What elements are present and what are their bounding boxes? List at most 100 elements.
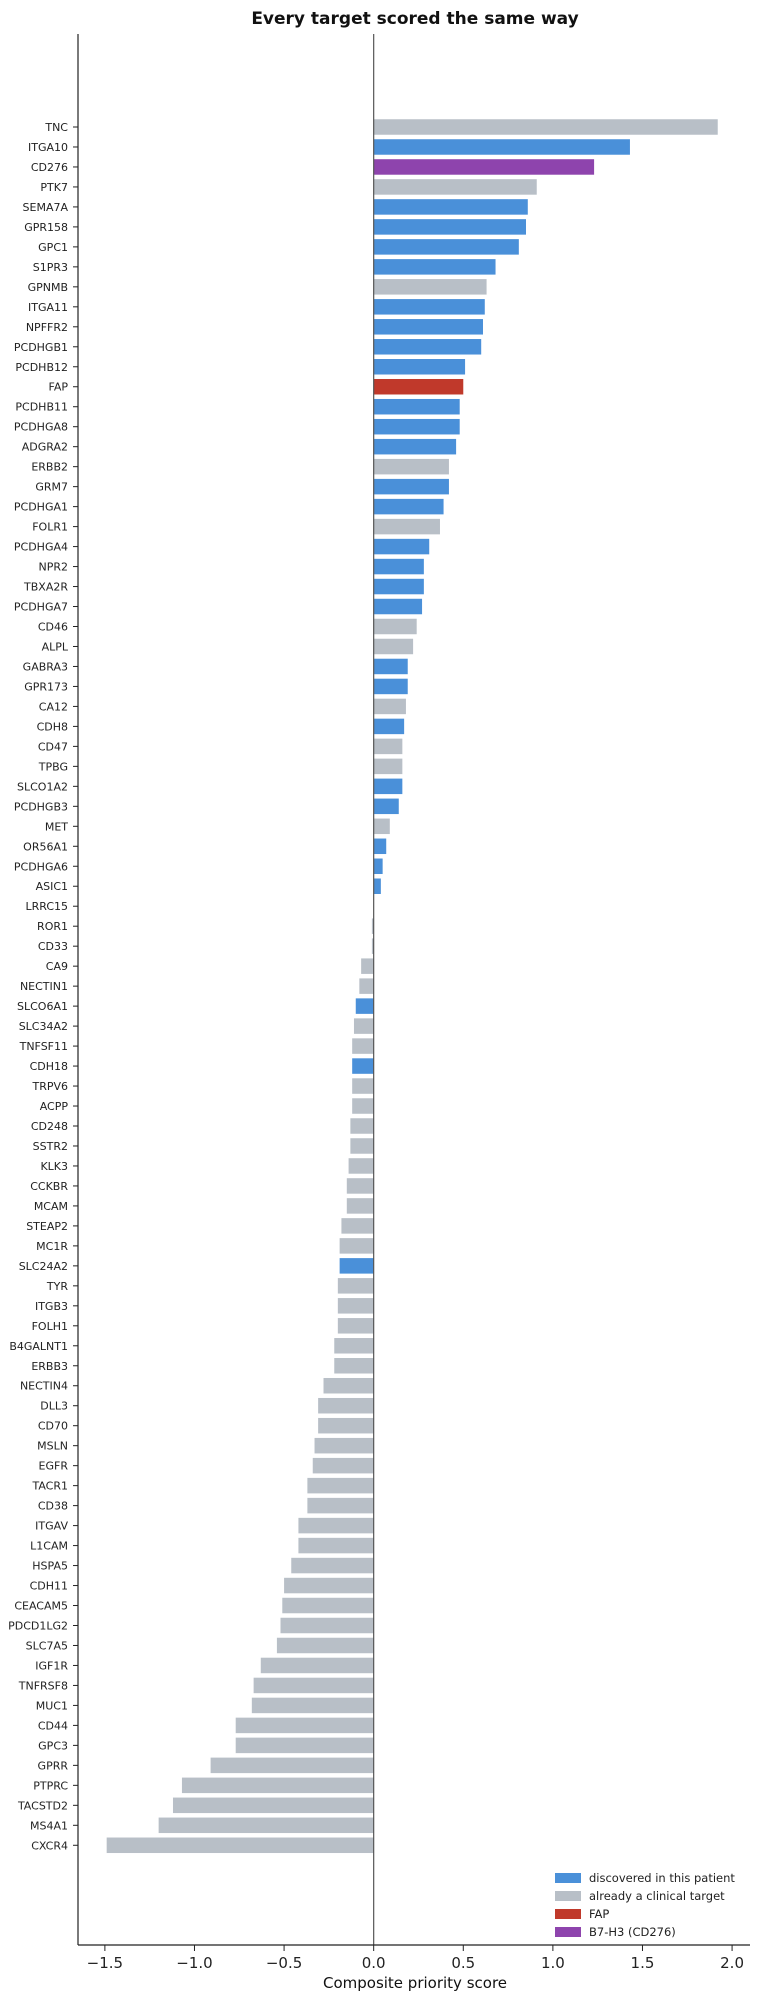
- y-tick-label: MC1R: [36, 1240, 68, 1253]
- bar-tpbg: [373, 758, 403, 775]
- bar-pcdhga8: [373, 418, 460, 435]
- y-tick-label: GPR173: [24, 680, 68, 693]
- bar-erbb3: [334, 1358, 374, 1374]
- bar-pcdhb12: [373, 359, 466, 375]
- legend-label-discovered: discovered in this patient: [589, 1871, 735, 1885]
- bar-slco1a2: [373, 778, 403, 795]
- bar-cdh11: [284, 1577, 374, 1594]
- x-tick-label: 0.5: [451, 1954, 475, 1972]
- bar-gpnmb: [373, 279, 487, 295]
- y-tick-label: CXCR4: [31, 1839, 68, 1852]
- bar-folh1: [337, 1318, 374, 1334]
- bar-tnfsf11: [352, 1038, 374, 1054]
- x-axis-label: Composite priority score: [323, 1974, 507, 1992]
- bar-msln: [314, 1437, 374, 1454]
- bar-ca12: [373, 698, 406, 715]
- bar-cd38: [307, 1497, 374, 1514]
- x-tick-label: −0.5: [266, 1954, 302, 1972]
- bar-slc7a5: [276, 1637, 374, 1654]
- bar-alpl: [373, 638, 414, 655]
- bar-b4galnt1: [334, 1338, 374, 1354]
- bar-igf1r: [260, 1657, 374, 1674]
- y-tick-label: FOLH1: [32, 1320, 68, 1333]
- y-tick-label: ALPL: [42, 640, 69, 653]
- legend-swatch-b7h3: [555, 1927, 581, 1937]
- y-tick-label: CDH18: [30, 1060, 68, 1073]
- bar-itgav: [298, 1517, 374, 1534]
- bar-pcdhga7: [373, 598, 423, 615]
- y-tick-label: SSTR2: [33, 1140, 68, 1153]
- bar-cdh18: [352, 1058, 374, 1074]
- bar-slc24a2: [339, 1258, 374, 1274]
- bar-sstr2: [350, 1138, 374, 1154]
- y-tick-label: OR56A1: [23, 840, 68, 853]
- x-tick-label: −1.0: [176, 1954, 212, 1972]
- bar-met: [373, 818, 390, 835]
- y-tick-label: SLC7A5: [26, 1639, 68, 1652]
- x-tick-label: −1.5: [87, 1954, 123, 1972]
- y-tick-label: PCDHB11: [15, 401, 68, 414]
- y-tick-label: PCDHGA6: [14, 860, 68, 873]
- bar-pcdhga1: [373, 498, 444, 515]
- bar-cd276: [373, 159, 595, 175]
- bar-folr1: [373, 518, 440, 535]
- y-tick-label: TNFRSF8: [18, 1679, 68, 1692]
- y-tick-label: SLC24A2: [19, 1260, 68, 1273]
- bar-itgb3: [337, 1298, 374, 1314]
- y-tick-label: CDH8: [37, 720, 68, 733]
- bar-adgra2: [373, 438, 457, 455]
- y-tick-label: PDCD1LG2: [8, 1620, 68, 1633]
- x-tick-label: 1.0: [541, 1954, 565, 1972]
- bar-npr2: [373, 558, 424, 575]
- y-tick-label: CA12: [39, 700, 68, 713]
- bar-cd33: [371, 938, 374, 954]
- y-tick-label: PCDHGA7: [14, 601, 68, 614]
- bar-gpc1: [373, 239, 519, 255]
- y-tick-label: GABRA3: [23, 660, 68, 673]
- x-ticks: −1.5 −1.0 −0.5 0.0 0.5 1.0 1.5 2.0: [87, 1945, 744, 1972]
- y-tick-label: TACSTD2: [17, 1799, 68, 1812]
- bar-ca9: [361, 958, 374, 974]
- y-tick-label: CD46: [38, 621, 68, 634]
- y-tick-label: LRRC15: [25, 900, 68, 913]
- bar-fap: [373, 378, 464, 395]
- legend-label-clinical: already a clinical target: [589, 1889, 725, 1903]
- y-tick-label: NPFFR2: [26, 321, 68, 334]
- y-tick-label: HSPA5: [32, 1560, 68, 1573]
- y-tick-label: TRPV6: [31, 1080, 68, 1093]
- bar-pcdhb11: [373, 398, 460, 415]
- bar-gabra3: [373, 658, 408, 675]
- y-tick-label: SLCO6A1: [17, 1000, 68, 1013]
- y-tick-label: CD33: [38, 940, 68, 953]
- x-tick-label: 0.0: [362, 1954, 386, 1972]
- bar-hspa5: [291, 1557, 374, 1574]
- legend-label-b7h3: B7-H3 (CD276): [589, 1925, 676, 1939]
- bar-klk3: [348, 1158, 374, 1174]
- y-tick-label: PCDHGA8: [14, 421, 68, 434]
- bar-cd248: [350, 1118, 374, 1134]
- y-tick-label: PCDHB12: [15, 361, 68, 374]
- bar-cd70: [318, 1417, 374, 1434]
- y-tick-labels: TNC ITGA10 CD276 PTK7 SEMA7A GPR158 GPC1 S1PR3 G…: [8, 121, 78, 1852]
- bar-pcdhga4: [373, 538, 430, 555]
- bar-tnc: [373, 119, 718, 135]
- bar-acpp: [352, 1098, 374, 1114]
- bar-mc1r: [339, 1238, 374, 1254]
- y-tick-label: MUC1: [36, 1699, 68, 1712]
- legend-label-fap: FAP: [589, 1907, 609, 1921]
- y-tick-label: TBXA2R: [23, 581, 68, 594]
- bar-s1pr3: [373, 259, 496, 275]
- bar-mcam: [346, 1198, 374, 1214]
- y-tick-label: ERBB2: [31, 461, 68, 474]
- y-tick-label: PTK7: [40, 181, 68, 194]
- legend-swatch-clinical: [555, 1891, 581, 1901]
- bar-ms4a1: [158, 1817, 374, 1834]
- bar-cdh8: [373, 718, 405, 735]
- bar-cxcr4: [106, 1837, 374, 1854]
- y-tick-label: TYR: [46, 1280, 68, 1293]
- y-tick-label: NECTIN4: [20, 1380, 68, 1393]
- legend-swatch-discovered: [555, 1873, 581, 1883]
- y-tick-label: FOLR1: [32, 521, 68, 534]
- y-tick-label: ERBB3: [31, 1360, 68, 1373]
- bar-cd44: [235, 1717, 374, 1734]
